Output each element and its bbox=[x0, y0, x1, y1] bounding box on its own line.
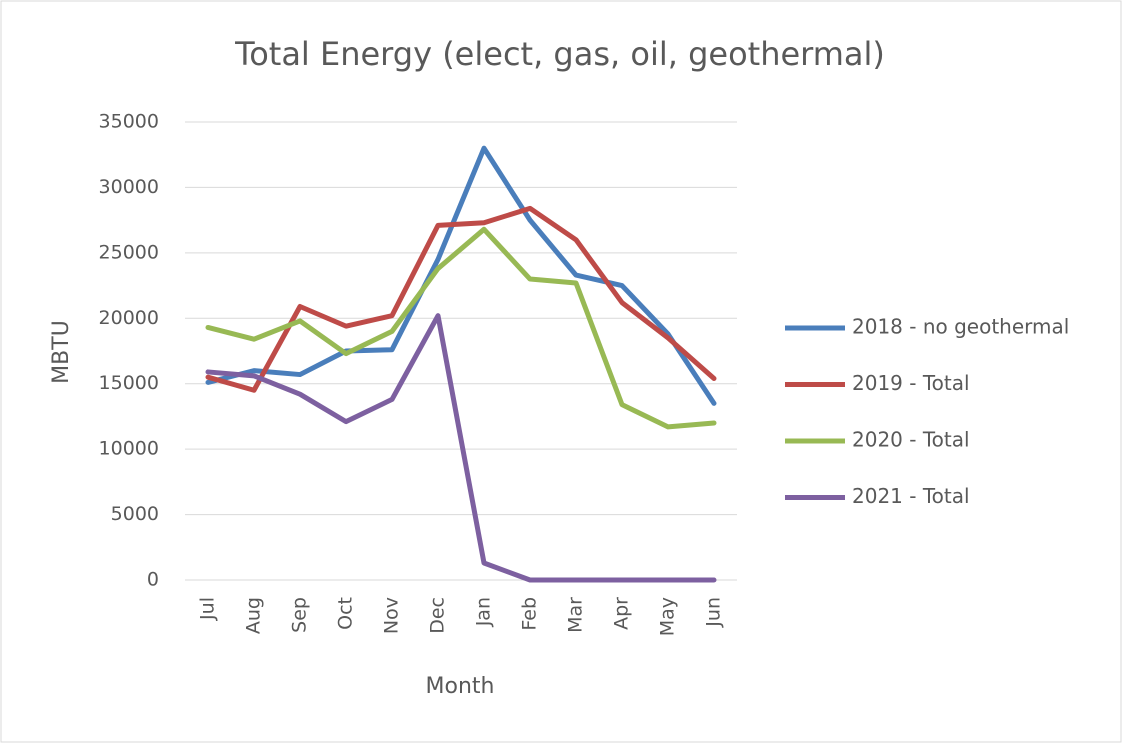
y-tick-label: 10000 bbox=[99, 438, 159, 460]
x-tick-label: May bbox=[657, 597, 679, 636]
series-line bbox=[205, 226, 717, 430]
y-tick-label: 0 bbox=[147, 569, 159, 591]
y-tick-label: 30000 bbox=[99, 176, 159, 198]
y-axis-label: MBTU bbox=[49, 320, 74, 384]
y-tick-label: 15000 bbox=[99, 372, 159, 394]
x-tick-label: Jun bbox=[703, 597, 725, 628]
series-line bbox=[205, 313, 717, 583]
x-tick-label: Dec bbox=[427, 597, 449, 634]
x-tick-label: Jan bbox=[473, 597, 495, 627]
y-tick-label: 20000 bbox=[99, 307, 159, 329]
series-line bbox=[205, 205, 717, 393]
legend-label: 2021 - Total bbox=[852, 484, 970, 508]
x-tick-label: Aug bbox=[243, 597, 265, 634]
x-tick-label: Apr bbox=[611, 597, 633, 630]
x-tick-label: Oct bbox=[335, 597, 357, 630]
x-axis-label: Month bbox=[426, 674, 495, 699]
x-tick-label: Jul bbox=[197, 597, 219, 621]
legend-label: 2018 - no geothermal bbox=[852, 315, 1069, 339]
legend-label: 2020 - Total bbox=[852, 428, 970, 452]
y-tick-label: 5000 bbox=[111, 503, 159, 525]
x-tick-label: Sep bbox=[289, 597, 311, 633]
chart-title: Total Energy (elect, gas, oil, geotherma… bbox=[234, 35, 885, 73]
x-tick-label: Feb bbox=[519, 597, 541, 631]
x-tick-label: Mar bbox=[565, 597, 587, 633]
legend-label: 2019 - Total bbox=[852, 371, 970, 395]
x-tick-label: Nov bbox=[381, 597, 403, 634]
series-line bbox=[205, 145, 717, 406]
y-tick-label: 35000 bbox=[99, 111, 159, 133]
y-tick-label: 25000 bbox=[99, 241, 159, 263]
